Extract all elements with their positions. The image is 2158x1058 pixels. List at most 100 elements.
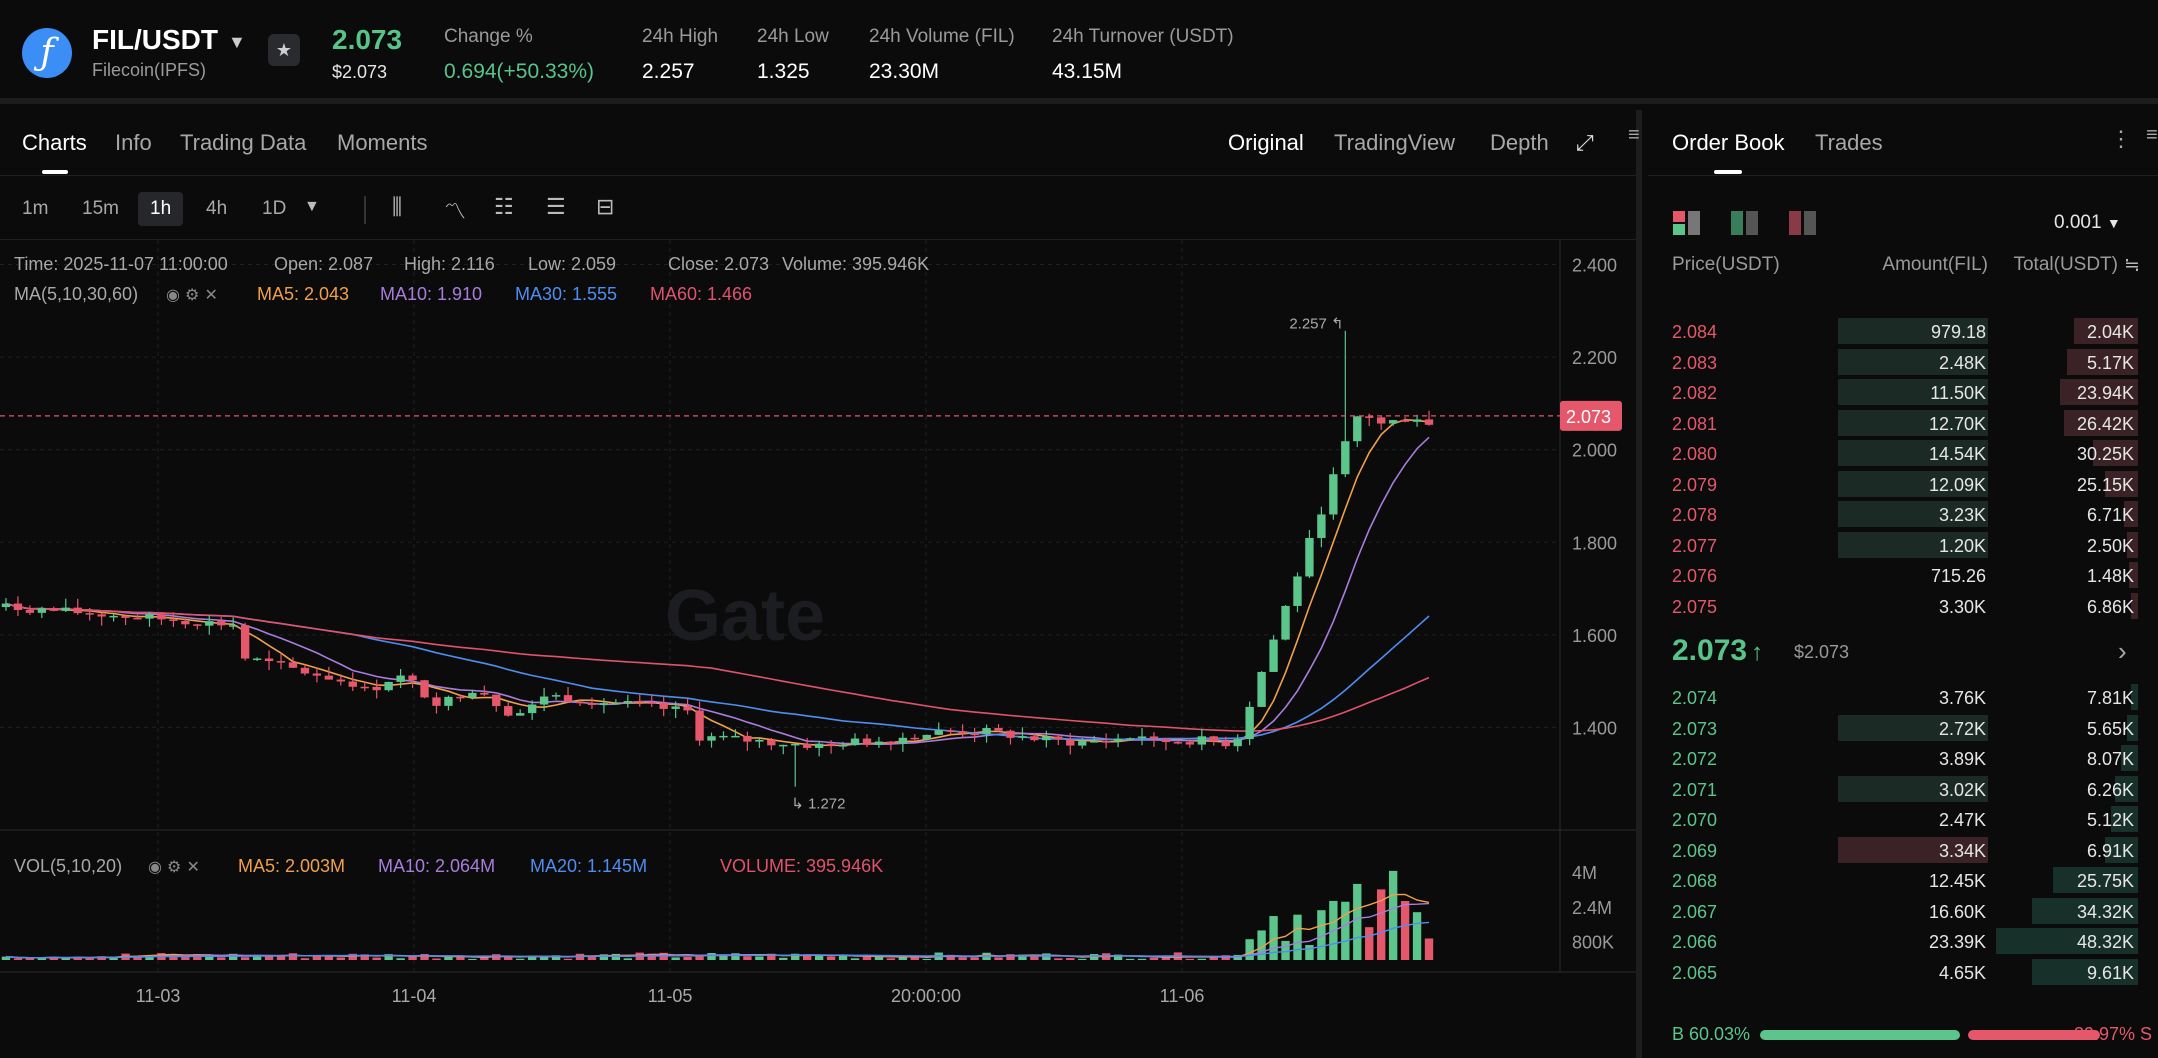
- volume-bar: [755, 956, 764, 960]
- ask-row[interactable]: 2.075 3.30K 6.86K: [1648, 591, 2158, 621]
- ask-row[interactable]: 2.079 12.09K 25.15K: [1648, 469, 2158, 499]
- amount-depth-bar: [1838, 836, 1988, 863]
- candle-body: [587, 703, 597, 705]
- bid-row[interactable]: 2.072 3.89K 8.07K: [1648, 743, 2158, 773]
- ask-row[interactable]: 2.076 715.26 1.48K: [1648, 560, 2158, 590]
- bid-row[interactable]: 2.067 16.60K 34.32K: [1648, 896, 2158, 926]
- mode-depth[interactable]: Depth: [1490, 130, 1549, 155]
- candle-body: [982, 728, 991, 734]
- tab-order-book[interactable]: Order Book: [1672, 130, 1785, 155]
- pair-dropdown-icon[interactable]: ▼: [228, 32, 246, 52]
- interval-15m[interactable]: 15m: [82, 198, 119, 219]
- amount-depth-bar: [1838, 348, 1988, 375]
- mode-original[interactable]: Original: [1228, 130, 1304, 155]
- candle-body: [1293, 576, 1302, 606]
- tab-charts[interactable]: Charts: [22, 130, 87, 155]
- view-both-icon[interactable]: [1672, 210, 1702, 236]
- amount-depth-bar: [1838, 409, 1988, 436]
- candle-body: [695, 710, 704, 741]
- candle-body: [1101, 741, 1111, 743]
- precision-value: 0.001: [2054, 212, 2102, 233]
- order-total: 25.75K: [2076, 871, 2134, 891]
- bid-row[interactable]: 2.066 23.39K 48.32K: [1648, 926, 2158, 956]
- chevron-right-icon[interactable]: ›: [2118, 636, 2127, 666]
- volume-bar: [264, 956, 274, 960]
- volume-bar: [169, 954, 178, 960]
- bid-row[interactable]: 2.074 3.76K 7.81K: [1648, 682, 2158, 712]
- ask-row[interactable]: 2.080 14.54K 30.25K: [1648, 438, 2158, 468]
- bid-row[interactable]: 2.070 2.47K 5.12K: [1648, 804, 2158, 834]
- expand-icon[interactable]: ⤢: [1576, 130, 1594, 155]
- candle-body: [193, 624, 202, 626]
- ob-sort-icon[interactable]: ≒: [2124, 255, 2140, 276]
- layout-icon[interactable]: ⊟: [596, 194, 615, 219]
- bid-row[interactable]: 2.069 3.34K 6.91K: [1648, 835, 2158, 865]
- ohlc-info-open: Open: 2.087: [274, 254, 373, 274]
- interval-dropdown-icon[interactable]: ▼: [304, 198, 320, 215]
- candle-body: [647, 702, 656, 704]
- ob-more-icon[interactable]: ⋮: [2110, 126, 2132, 151]
- total-depth-bar: [2130, 684, 2138, 710]
- bid-row[interactable]: 2.073 2.72K 5.65K: [1648, 713, 2158, 743]
- volume-bar: [1185, 958, 1195, 960]
- precision-select[interactable]: 0.001 ▼: [2054, 212, 2121, 234]
- total-depth-bar: [2111, 806, 2138, 832]
- chart-menu-icon[interactable]: ≡: [1628, 124, 1640, 146]
- tab-moments[interactable]: Moments: [337, 130, 428, 155]
- ask-row[interactable]: 2.084 979.18 2.04K: [1648, 316, 2158, 346]
- bid-row[interactable]: 2.065 4.65K 9.61K: [1648, 957, 2158, 987]
- volume-bar: [611, 953, 621, 960]
- order-total: 2.50K: [2086, 535, 2134, 556]
- candle-body: [659, 703, 668, 709]
- view-asks-icon[interactable]: [1788, 210, 1818, 236]
- chart-panel: Charts Info Trading Data Moments Origina…: [0, 110, 1642, 1058]
- tab-info[interactable]: Info: [115, 130, 152, 155]
- candle-body: [994, 728, 1003, 731]
- ask-row[interactable]: 2.077 1.20K 2.50K: [1648, 530, 2158, 560]
- interval-4h[interactable]: 4h: [206, 198, 228, 219]
- volume-bar: [946, 954, 955, 960]
- candle-body: [396, 675, 405, 682]
- volume-bar: [1161, 956, 1171, 960]
- tab-trading-data[interactable]: Trading Data: [180, 130, 307, 155]
- view-bids-icon[interactable]: [1730, 210, 1760, 236]
- favorite-star-icon[interactable]: ★: [268, 34, 300, 66]
- drawing-tools-icon[interactable]: ☰: [546, 194, 566, 219]
- amount-depth-bar: [1838, 775, 1988, 802]
- volume-bar: [1305, 945, 1314, 960]
- tab-trades[interactable]: Trades: [1815, 130, 1883, 155]
- volume-bar: [1341, 901, 1350, 960]
- ma-line-10: [5, 436, 1430, 746]
- interval-1d[interactable]: 1D: [262, 198, 287, 219]
- total-depth-bar: [2129, 562, 2138, 588]
- candle-body: [300, 667, 310, 674]
- order-amount: 1.20K: [1938, 535, 1986, 556]
- ask-row[interactable]: 2.081 12.70K 26.42K: [1648, 408, 2158, 438]
- bid-row[interactable]: 2.071 3.02K 6.26K: [1648, 774, 2158, 804]
- settings-sliders-icon[interactable]: ☷: [494, 194, 514, 219]
- total-depth-bar: [2120, 745, 2138, 771]
- interval-1h[interactable]: 1h: [138, 192, 184, 226]
- indicator-icon[interactable]: 〽: [444, 199, 467, 224]
- ask-row[interactable]: 2.083 2.48K 5.17K: [1648, 347, 2158, 377]
- ask-row[interactable]: 2.078 3.23K 6.71K: [1648, 499, 2158, 529]
- bid-row[interactable]: 2.068 12.45K 25.75K: [1648, 865, 2158, 895]
- ask-row[interactable]: 2.082 11.50K 23.94K: [1648, 377, 2158, 407]
- ob-menu-icon[interactable]: ≡: [2146, 124, 2158, 146]
- volume-bar: [1293, 914, 1302, 960]
- candle-body: [1113, 738, 1123, 742]
- volume-bar: [49, 956, 58, 960]
- precision-dropdown-icon: ▼: [2106, 215, 2121, 231]
- mode-tradingview[interactable]: TradingView: [1334, 130, 1456, 155]
- volume-bar: [1137, 958, 1147, 960]
- pair-name[interactable]: FIL/USDT: [92, 24, 218, 55]
- volume-bar: [360, 954, 369, 960]
- buy-ratio-bar: [1760, 1030, 1961, 1040]
- volume-bar: [468, 958, 477, 960]
- volume-bar: [826, 956, 836, 960]
- candlestick-chart[interactable]: 2.400 2.200 2.000 1.800 1.600 1.400 Gate 2.073 2…: [0, 240, 1636, 1058]
- candle-type-icon[interactable]: ⫼: [392, 194, 403, 219]
- volume-bar: [229, 953, 238, 960]
- volume-bar: [898, 955, 908, 960]
- interval-1m[interactable]: 1m: [22, 198, 49, 219]
